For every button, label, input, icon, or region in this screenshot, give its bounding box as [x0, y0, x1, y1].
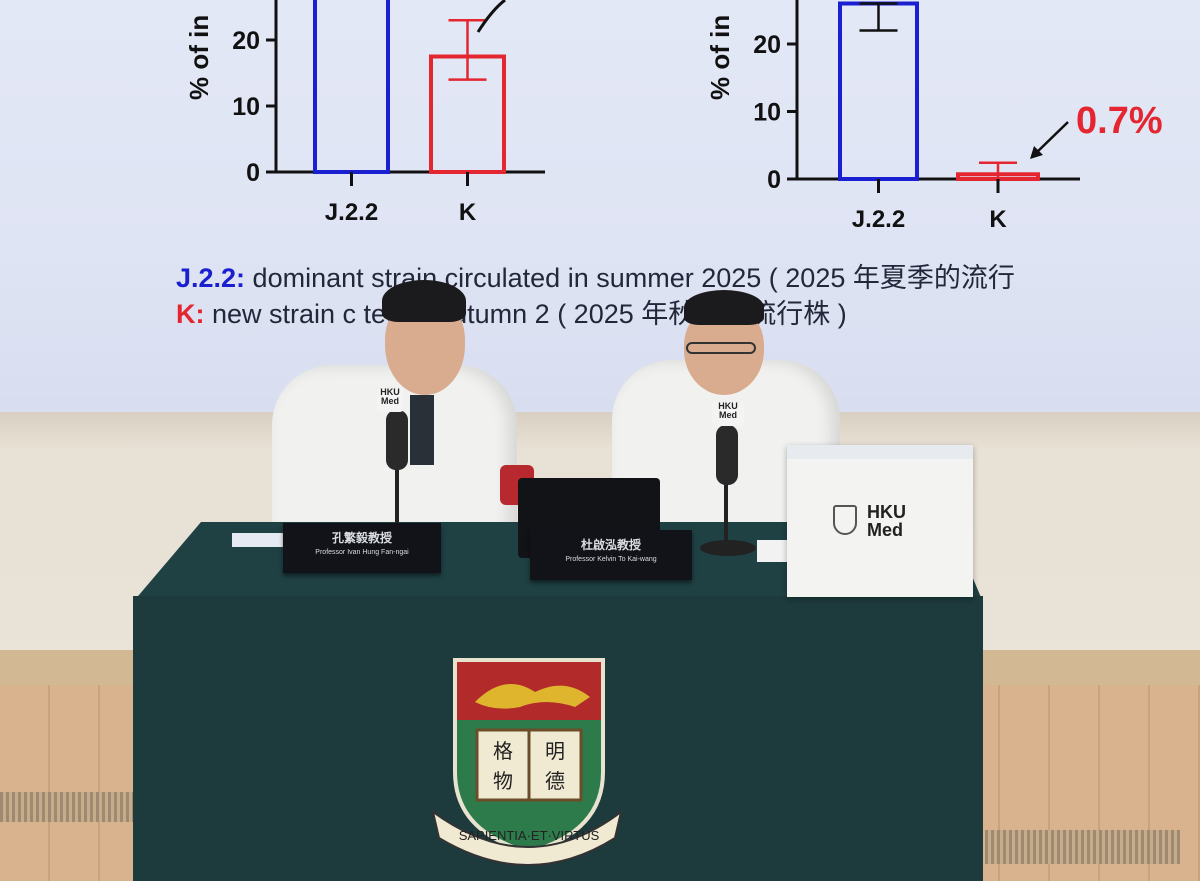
legend-line-j22: J.2.2: dominant strain circulated in sum… [176, 256, 1015, 295]
floor-vent [985, 830, 1180, 864]
book-char: 物 [493, 770, 513, 793]
x-tick-label: K [989, 206, 1007, 233]
logo-line1: HKU [867, 502, 906, 522]
y-tick-label: 10 [232, 93, 260, 121]
lion-icon [475, 684, 590, 709]
book-char: 明 [545, 741, 565, 763]
book-char: 德 [545, 770, 565, 793]
mic-stand [395, 420, 399, 525]
person-left-hair [382, 280, 466, 322]
person-left-tie [410, 395, 434, 465]
y-tick-label: 0 [246, 159, 260, 187]
logo-line2: Med [867, 520, 903, 540]
annotation-arrow [1033, 121, 1069, 156]
nameplate-chinese: 孔繁毅教授 [331, 531, 392, 545]
mic-flag: HKU Med [377, 388, 403, 412]
legend-key-j22: J.2.2: [176, 263, 246, 293]
box-lid [787, 445, 973, 459]
glasses [686, 342, 756, 354]
mic-base [700, 540, 756, 556]
nameplate-english: Professor Kelvin To Kai-wang [565, 556, 657, 563]
y-axis-label: % of in [705, 15, 735, 100]
nameplate-chinese: 杜啟泓教授 [580, 538, 641, 552]
hku-med-box: HKU Med [787, 445, 973, 597]
x-tick-label: J.2.2 [852, 206, 905, 233]
nameplate-ivan-hung: 孔繁毅教授 Professor Ivan Hung Fan-ngai [283, 523, 441, 573]
legend-text-j22: dominant strain circulated in summer 202… [245, 263, 1015, 293]
slide-charts: % of in 0 10 20 J.2.2 K % of in 0 10 20 J.2.2 K 0.7% [184, 0, 1163, 233]
x-tick-label: J.2.2 [325, 199, 378, 226]
y-axis-label: % of in [184, 15, 214, 100]
annotation-label: 0.7% [1076, 100, 1163, 142]
y-tick-label: 0 [767, 166, 781, 194]
projected-slide: % of in 0 10 20 J.2.2 K % of in 0 10 20 J.2.2 K 0.7%… [0, 0, 1200, 412]
y-tick-label: 20 [232, 27, 260, 55]
crest-motto: SAPIENTIA·ET·VIRTUS [459, 828, 600, 843]
papers [232, 533, 284, 547]
crest-icon [833, 505, 857, 535]
hku-crest: 格 明 物 德 SAPIENTIA·ET·VIRTUS [431, 658, 623, 866]
book-char: 格 [493, 740, 513, 763]
floor-vent [0, 792, 138, 822]
annotation-arrow [476, 0, 506, 33]
bar-J.2.2 [313, 0, 390, 174]
mic-stand [724, 430, 728, 542]
arrow-head [1030, 146, 1043, 159]
microphone [716, 425, 738, 485]
person-right-hair [684, 290, 764, 325]
y-tick-label: 10 [753, 99, 781, 127]
nameplate-kelvin-to: 杜啟泓教授 Professor Kelvin To Kai-wang [530, 530, 692, 580]
nameplate-english: Professor Ivan Hung Fan-ngai [315, 549, 409, 556]
motto-scroll [431, 809, 623, 866]
y-tick-label: 20 [753, 31, 781, 59]
mic-flag: HKU Med [712, 402, 744, 426]
papers [757, 540, 789, 562]
box-logo-text: HKU Med [867, 503, 906, 539]
microphone [386, 410, 408, 470]
legend-key-k: K: [176, 299, 205, 329]
x-tick-label: K [459, 199, 477, 226]
